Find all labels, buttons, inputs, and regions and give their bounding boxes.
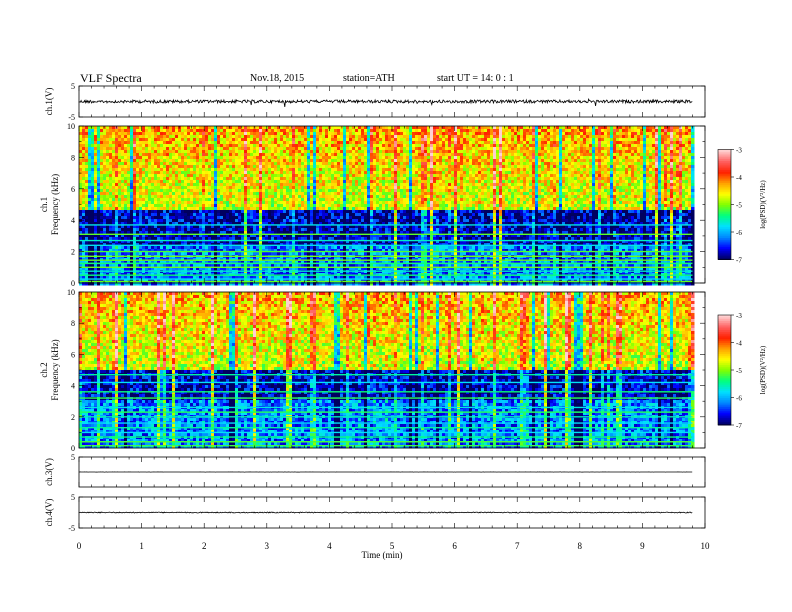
waveform-trace xyxy=(79,99,692,107)
y-tick-label: 4 xyxy=(71,216,75,225)
colorbar-tick-label: -5 xyxy=(736,367,742,375)
x-tick-label: 7 xyxy=(515,541,520,551)
waveform-panel-4: 5 ch.3(V) xyxy=(44,453,705,487)
y-axis-label: ch.3(V) xyxy=(44,458,54,486)
x-tick-label: 8 xyxy=(578,541,583,551)
colorbar-tick-label: -3 xyxy=(736,312,742,320)
colorbar-label: log(PSD)(V²/Hz) xyxy=(759,345,767,394)
x-tick-label: 4 xyxy=(327,541,332,551)
channel-label: ch.1 xyxy=(39,197,49,212)
y-tick-label: 2 xyxy=(71,248,75,257)
colorbar-tick-label: -7 xyxy=(736,257,742,265)
waveform-panel-5: 5 -5 ch.4(V) xyxy=(44,493,705,533)
x-tick-label: 9 xyxy=(640,541,645,551)
y-tick-label: 8 xyxy=(71,319,75,328)
y-axis-label: Frequency (kHz) xyxy=(50,174,60,235)
y-tick-label: 6 xyxy=(71,350,75,359)
waveform-panel-1: 5 -5 ch.1(V) xyxy=(44,82,705,122)
colorbar-tick-label: -7 xyxy=(736,422,742,430)
spectrogram-panel-1: 10 8 6 4 2 0 ch.1 Frequency (kHz) xyxy=(39,122,705,288)
colorbar-tick-label: -3 xyxy=(736,147,742,155)
y-tick-label: 10 xyxy=(67,288,75,297)
channel-label: ch.2 xyxy=(39,362,49,377)
y-tick-label: 2 xyxy=(71,413,75,422)
y-axis-label: ch.4(V) xyxy=(44,499,54,527)
colorbar-label: log(PSD)(V²/Hz) xyxy=(759,180,767,229)
y-tick-label: 0 xyxy=(71,279,75,288)
x-tick-label: 2 xyxy=(202,541,207,551)
y-tick-label: -5 xyxy=(68,524,75,533)
x-tick-label: 6 xyxy=(452,541,457,551)
colorbar-tick-label: -6 xyxy=(736,395,742,403)
y-tick-label: -5 xyxy=(68,113,75,122)
colorbar-tick-label: -4 xyxy=(736,340,742,348)
x-tick-label: 10 xyxy=(701,541,711,551)
spectrogram-cells xyxy=(79,126,694,285)
y-tick-label: 4 xyxy=(71,382,75,391)
y-axis-label: Frequency (kHz) xyxy=(50,339,60,400)
x-tick-label: 0 xyxy=(77,541,82,551)
waveform-trace xyxy=(79,512,692,513)
x-tick-label: 3 xyxy=(265,541,270,551)
spectrogram-panel-2: 10 8 6 4 2 0 ch.2 Frequency (kHz) xyxy=(39,288,705,453)
colorbar: -3 -4 -5 -6 -7 log(PSD)(V²/Hz) xyxy=(718,312,767,430)
colorbar-tick-label: -4 xyxy=(736,174,742,182)
colorbar-tick-label: -6 xyxy=(736,229,742,237)
y-tick-label: 5 xyxy=(71,82,75,91)
y-tick-label: 5 xyxy=(71,493,75,502)
x-axis-label: Time (min) xyxy=(362,550,403,560)
y-axis-label: ch.1(V) xyxy=(44,88,54,116)
y-tick-label: 5 xyxy=(71,453,75,462)
colorbar-tick-label: -5 xyxy=(736,202,742,210)
y-tick-label: 8 xyxy=(71,153,75,162)
spectrogram-cells xyxy=(79,292,694,448)
y-tick-label: 10 xyxy=(67,122,75,131)
y-tick-label: 6 xyxy=(71,185,75,194)
colorbar: -3 -4 -5 -6 -7 log(PSD)(V²/Hz) xyxy=(718,147,767,265)
x-tick-label: 1 xyxy=(139,541,144,551)
y-tick-label: 0 xyxy=(71,444,75,453)
